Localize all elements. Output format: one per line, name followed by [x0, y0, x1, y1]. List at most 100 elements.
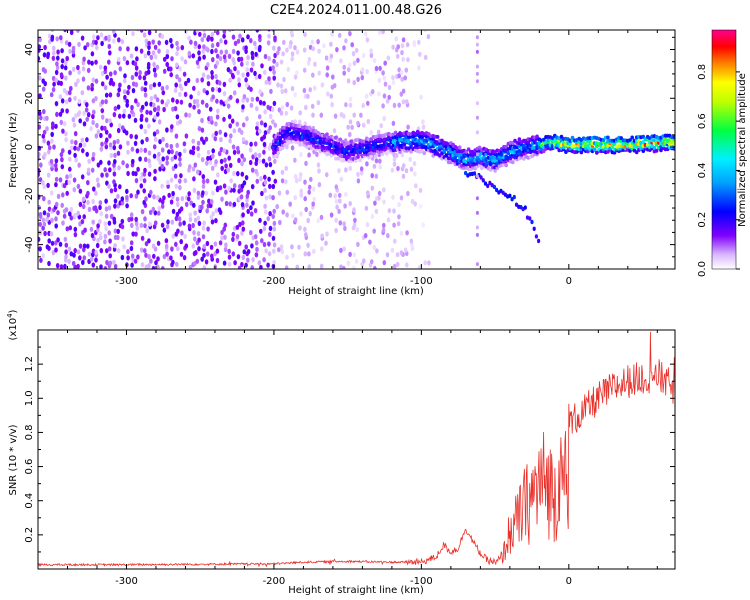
spectrogram-cell — [390, 167, 395, 173]
spectrogram-cell — [307, 189, 312, 195]
spectrogram-cell — [107, 246, 112, 252]
spectrogram-cell — [138, 156, 142, 162]
spectrogram-cell — [423, 30, 427, 33]
spectrogram-cell — [258, 217, 262, 223]
spectrogram-cell — [214, 208, 219, 214]
spectrogram-cell — [112, 179, 116, 185]
spectrogram-cell — [290, 86, 295, 92]
spectrogram-cell — [95, 177, 100, 183]
spectrogram-cell — [196, 63, 201, 70]
spectrogram-cell — [41, 86, 46, 92]
spectrogram-cell — [278, 219, 282, 226]
spectrogram-cell — [359, 170, 364, 176]
spectrogram-cell — [229, 94, 233, 100]
spectrogram-cell — [134, 171, 138, 177]
spectrogram-cell — [379, 123, 384, 129]
y-tick-label: 1.2 — [24, 356, 35, 372]
spectrogram-cell — [245, 82, 249, 88]
spectrogram-cell — [227, 248, 231, 254]
spectrogram-cell — [54, 201, 59, 207]
spectrogram-cell — [167, 149, 171, 155]
spectrogram-cell — [325, 172, 329, 178]
spectrogram-cell — [350, 124, 354, 130]
spectrogram-cell — [178, 156, 182, 162]
spectrogram-cell — [160, 222, 165, 228]
spectrogram-cell — [52, 144, 56, 150]
spectrogram-cell — [365, 222, 370, 228]
spectrogram-cell — [528, 216, 532, 221]
spectrogram-cell — [192, 176, 196, 182]
spectrogram-cell — [322, 43, 326, 49]
spectrogram-cell — [165, 61, 169, 67]
spectrogram-cell — [228, 123, 232, 129]
spectrogram-cell — [195, 258, 200, 264]
spectrogram-cell — [65, 174, 69, 180]
spectrogram-cell — [263, 220, 267, 226]
spectrogram-cell — [276, 82, 280, 88]
spectrogram-cell — [126, 255, 130, 261]
spectrogram-cell — [184, 80, 188, 87]
spectrogram-cell — [365, 69, 370, 75]
spectrogram-cell — [121, 125, 125, 131]
spectrogram-cell — [108, 167, 112, 173]
spectrogram-cell — [143, 147, 148, 153]
spectrogram-cell — [413, 171, 417, 177]
spectrogram-cell — [356, 178, 361, 184]
spectrogram-cell — [191, 53, 196, 59]
spectrogram-cell — [652, 146, 657, 150]
spectrogram-cell — [123, 94, 127, 100]
spectrogram-cell — [385, 252, 390, 258]
spectrogram-cell — [298, 172, 303, 178]
spectrogram-cell — [214, 159, 218, 165]
spectrogram-cell — [264, 248, 268, 254]
spectrogram-cell — [107, 230, 111, 236]
spectrogram-cell — [272, 58, 276, 64]
spectrogram-cell — [271, 195, 275, 201]
spectrogram-cell — [286, 66, 291, 72]
spectrogram-cell — [98, 64, 103, 70]
spectrogram-cell — [77, 41, 81, 48]
spectrogram-cell — [378, 164, 383, 170]
spectrogram-cell — [495, 187, 499, 193]
spectrogram-cell — [113, 159, 117, 165]
spectrogram-cell — [390, 247, 395, 253]
spectrogram-cell — [123, 73, 127, 79]
spectrogram-cell — [103, 167, 107, 173]
spectrogram-cell — [641, 140, 646, 145]
spectrogram-cell — [54, 216, 58, 222]
spectrogram-cell — [475, 262, 479, 267]
snr-series-line — [38, 331, 675, 568]
spectrogram-cell — [164, 39, 169, 46]
spectrogram-cell — [50, 34, 55, 40]
spectrogram-cell — [103, 65, 108, 71]
spectrogram-cell — [61, 192, 65, 198]
spectrogram-cell — [342, 113, 346, 119]
spectrogram-cell — [370, 185, 375, 191]
spectrogram-cell — [352, 207, 356, 213]
spectrogram-cell — [156, 111, 160, 117]
spectrogram-cell — [133, 117, 138, 123]
spectrogram-cell — [120, 224, 125, 230]
spectrogram-cell — [200, 77, 204, 83]
spectrogram-cell — [116, 234, 120, 241]
spectrogram-cell — [74, 81, 78, 87]
spectrogram-cell — [217, 151, 222, 157]
spectrogram-cell — [209, 244, 214, 250]
spectrogram-cell — [245, 60, 249, 66]
spectrogram-cell — [232, 187, 236, 193]
spectrogram-cell — [241, 72, 245, 78]
spectrogram-cell — [184, 243, 189, 249]
spectrogram-cell — [120, 254, 125, 261]
spectrogram-cell — [176, 246, 180, 252]
spectrogram-cell — [68, 173, 73, 179]
spectrogram-cell — [169, 37, 173, 44]
spectrogram-cell — [39, 162, 43, 168]
spectrogram-cell — [284, 165, 289, 171]
spectrogram-cell — [42, 210, 47, 216]
spectrogram-cell — [96, 227, 100, 233]
spectrogram-cell — [392, 263, 397, 269]
spectrogram-cell — [204, 190, 209, 196]
spectrogram-cell — [43, 152, 47, 158]
spectrogram-cell — [94, 250, 98, 256]
